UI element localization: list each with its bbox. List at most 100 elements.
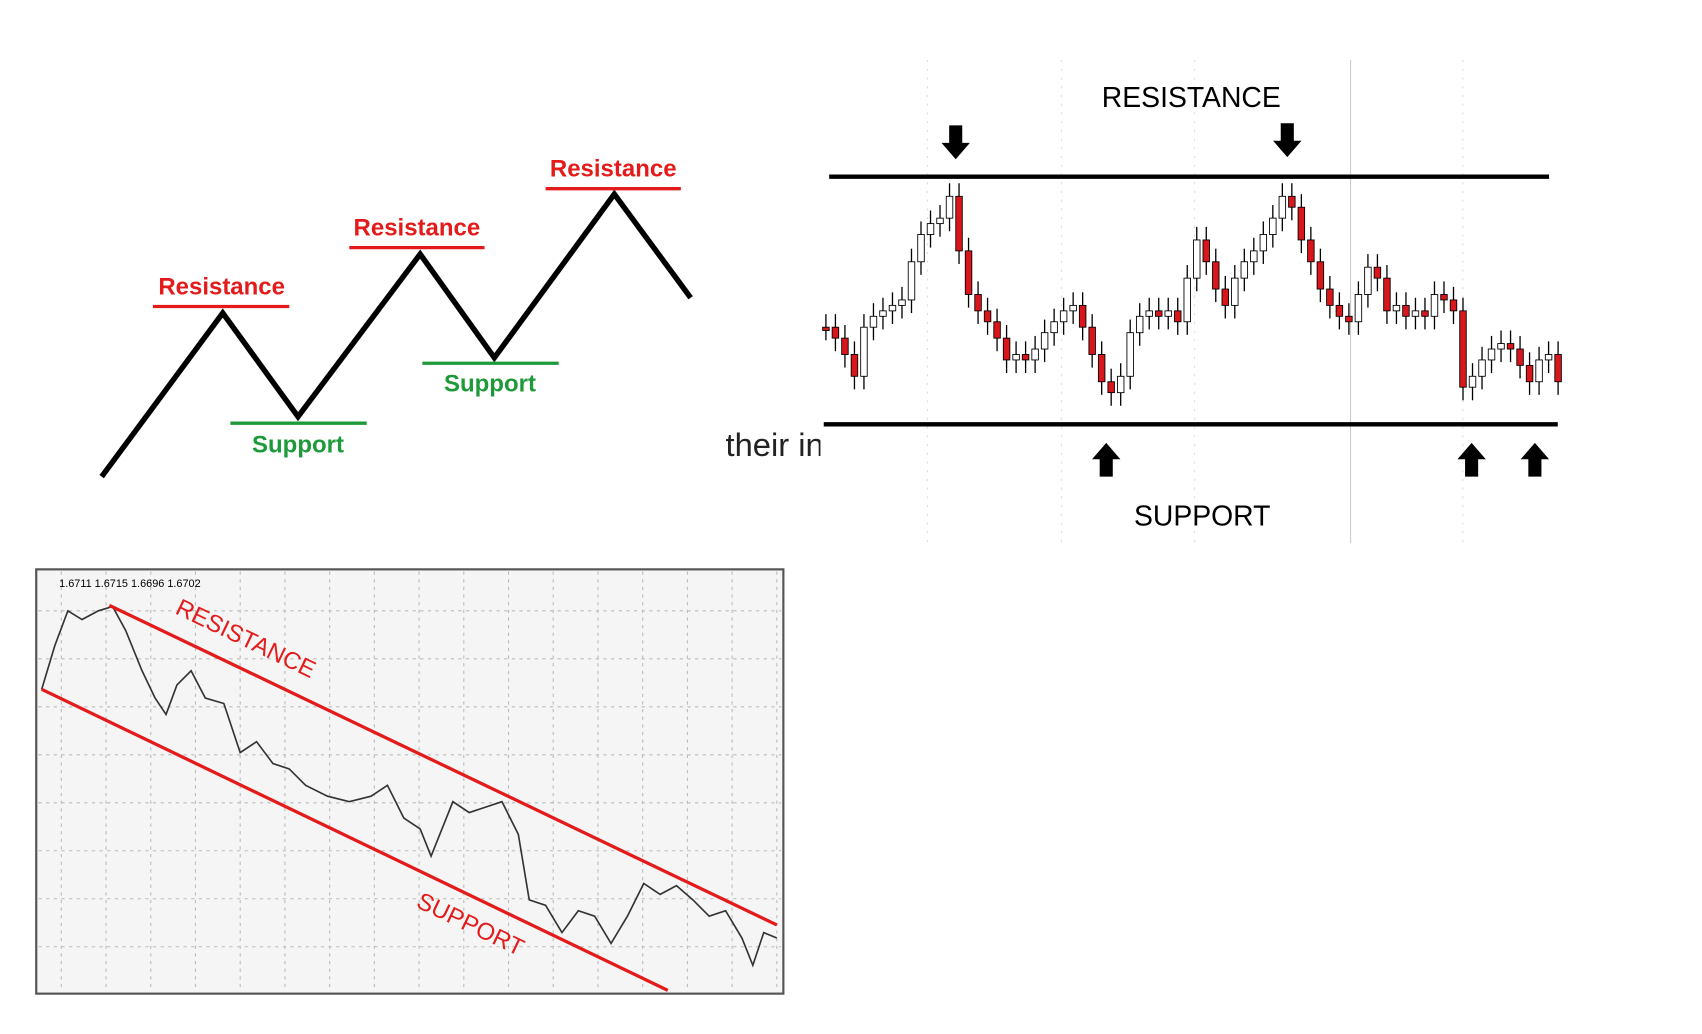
candle-body (1012, 354, 1020, 361)
candle-body (945, 195, 954, 219)
candle-body (1516, 348, 1524, 366)
candle-body (926, 223, 935, 235)
candle-body (1554, 354, 1562, 383)
candle-body (955, 195, 963, 252)
arrow-down (941, 125, 970, 160)
candle-body (1506, 343, 1515, 350)
candle-body (1487, 348, 1496, 361)
candle-body (888, 304, 897, 312)
candle-body (964, 250, 973, 295)
candle-body (1297, 206, 1306, 241)
candle-body (860, 326, 868, 377)
support-label: SUPPORT (1134, 501, 1271, 533)
candle-body (1364, 266, 1372, 295)
candle-body (936, 217, 944, 225)
candle-body (1155, 310, 1163, 317)
channel-chart: 1.6711 1.6715 1.6696 1.6702 RESISTANCE S… (35, 568, 785, 995)
price-line (40, 605, 778, 968)
candle-body (1193, 239, 1201, 279)
resistance-label: Resistance (158, 273, 285, 300)
candle-body (1535, 359, 1543, 383)
candle-body (974, 294, 982, 312)
candle-body (1544, 354, 1553, 361)
candle-body (1031, 348, 1039, 361)
arrow-up (1457, 442, 1486, 477)
candle-body (1212, 261, 1220, 290)
candle-body (1164, 310, 1172, 317)
candle-body (1069, 304, 1077, 312)
candle-body (1307, 239, 1315, 263)
candle-body (1107, 381, 1115, 394)
candle-body (1354, 294, 1363, 323)
candle-body (1202, 239, 1210, 263)
candle-body (1449, 299, 1458, 312)
candle-body (1278, 195, 1287, 219)
candle-body (898, 299, 906, 306)
candle-body (1316, 261, 1325, 290)
candle-body (993, 321, 1001, 339)
candle-body (1468, 375, 1477, 388)
candle-body (1459, 310, 1467, 388)
price-header: 1.6711 1.6715 1.6696 1.6702 (59, 578, 201, 590)
candle-body (1002, 337, 1011, 361)
support-label: Support (444, 371, 536, 398)
arrow-down (1273, 123, 1302, 158)
candle-body (1259, 234, 1268, 252)
candle-body (1231, 277, 1239, 306)
candle-body (1021, 354, 1030, 361)
candle-body (1392, 304, 1401, 312)
candle-body (1250, 250, 1258, 263)
candle-body (1411, 310, 1420, 317)
panel (35, 568, 785, 995)
candle-body (869, 315, 878, 328)
candle-body (879, 310, 887, 317)
candle-body (1525, 364, 1534, 383)
arrow-up (1520, 442, 1550, 477)
resistance-label: Resistance (550, 156, 677, 183)
candle-body (1059, 310, 1068, 323)
candle-body (1050, 321, 1058, 334)
candle-body (1135, 315, 1144, 334)
candle-body (1335, 304, 1344, 317)
candle-body (831, 326, 840, 339)
candlestick-diagram: RESISTANCE SUPPORT (820, 59, 1571, 544)
candle-body (1402, 304, 1410, 317)
resistance-line (108, 603, 778, 927)
arrow-up (1092, 442, 1121, 477)
candle-body (1078, 304, 1087, 328)
candle-body (1097, 354, 1106, 383)
candle-body (850, 354, 859, 377)
candle-body (1240, 261, 1249, 279)
candle-body (1421, 310, 1429, 317)
candle-body (841, 337, 849, 355)
candle-body (1430, 294, 1439, 317)
candle-body (1116, 375, 1125, 394)
candle-body (1383, 277, 1391, 312)
candle-body (1174, 310, 1182, 323)
zigzag-diagram: Resistance Resistance Resistance Support… (99, 156, 693, 479)
resistance-label: RESISTANCE (1102, 82, 1281, 114)
candle-body (1345, 315, 1353, 323)
resistance-label: Resistance (354, 215, 481, 242)
support-label: Support (252, 432, 344, 459)
candle-body (1497, 343, 1505, 350)
candle-body (1221, 288, 1229, 306)
panel (820, 59, 1571, 544)
candle-body (1478, 359, 1486, 377)
candle-body (1269, 217, 1277, 235)
candle-body (1145, 310, 1153, 317)
candle-body (1440, 294, 1448, 301)
support-line (40, 687, 669, 992)
zigzag-line (99, 189, 693, 479)
candle-body (1088, 326, 1096, 355)
candle-body (1126, 332, 1134, 377)
candle-body (907, 261, 916, 301)
candle-body (1040, 332, 1049, 350)
candle-body (822, 326, 830, 331)
candle-body (1183, 277, 1191, 323)
candle-body (1288, 195, 1296, 208)
candle-body (983, 310, 992, 323)
candle-body (917, 234, 925, 263)
